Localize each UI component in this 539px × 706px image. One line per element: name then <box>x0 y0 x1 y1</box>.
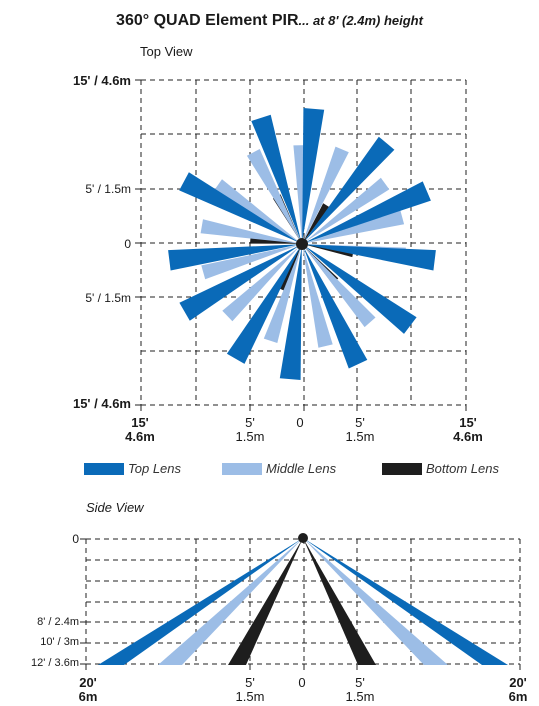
top-x-label-right-near-m: 1.5m <box>345 429 375 444</box>
legend-middle-lens-label: Middle Lens <box>266 461 337 476</box>
top-x-label-left-near: 5' 1.5m <box>222 416 278 444</box>
top-middle-lens-beam-3 <box>263 247 301 343</box>
top-top-lens-beam-1 <box>304 136 395 241</box>
diagram-title: 360° QUAD Element PIR... at 8' (2.4m) he… <box>0 12 539 30</box>
side-x-label-left-far-ft: 20' <box>79 675 97 690</box>
side-x-label-right-near-ft: 5' <box>355 675 365 690</box>
side-x-label-center-ft: 0 <box>298 675 306 690</box>
top-top-lens-beam-5 <box>303 247 368 369</box>
top-x-label-right-far-ft: 15' <box>459 415 477 430</box>
side-view-label: Side View <box>86 500 144 515</box>
side-x-label-center: 0 <box>282 676 322 690</box>
top-top-lens-beam-7 <box>226 247 301 364</box>
top-x-label-right-near: 5' 1.5m <box>332 416 388 444</box>
legend-middle-lens: Middle Lens <box>222 461 336 476</box>
top-view-beams <box>168 108 436 380</box>
side-y-label-10: 10' / 3m <box>40 636 79 648</box>
side-y-label-8: 8' / 2.4m <box>37 616 79 628</box>
side-bottom-lens-left <box>228 538 303 665</box>
top-x-label-right-far: 15' 4.6m <box>440 416 496 444</box>
title-main: 360° QUAD Element PIR <box>116 12 299 29</box>
side-x-label-left-near-ft: 5' <box>245 675 255 690</box>
top-middle-lens-beam-1 <box>304 247 376 328</box>
top-top-lens-beam-0 <box>302 108 325 240</box>
side-x-label-left-near-m: 1.5m <box>235 689 265 704</box>
top-top-lens-beam-6 <box>279 248 302 380</box>
side-x-label-left-far: 20' 6m <box>66 676 110 704</box>
side-x-label-right-near: 5' 1.5m <box>332 676 388 704</box>
top-middle-lens-beam-6 <box>200 219 299 244</box>
top-middle-lens-beam-7 <box>213 179 299 242</box>
top-middle-lens-beam-5 <box>201 245 299 280</box>
legend-top-lens: Top Lens <box>84 461 181 476</box>
top-x-label-right-near-ft: 5' <box>355 415 365 430</box>
legend-top-lens-label: Top Lens <box>128 461 182 476</box>
top-sensor-dot <box>296 238 308 250</box>
top-top-lens-beam-9 <box>168 244 298 271</box>
side-x-label-right-far-ft: 20' <box>509 675 527 690</box>
top-y-label-lower: 5' / 1.5m <box>85 291 131 305</box>
side-x-label-right-far-m: 6m <box>508 689 528 704</box>
top-y-label-center: 0 <box>124 237 131 251</box>
legend-bottom-lens-swatch <box>382 462 422 475</box>
top-x-label-left-far-ft: 15' <box>131 415 149 430</box>
top-middle-lens-beam-2 <box>302 247 333 348</box>
side-middle-lens-left <box>158 538 303 665</box>
top-top-lens-beam-10 <box>179 172 299 243</box>
top-top-lens-beam-11 <box>251 114 301 241</box>
side-sensor-dot <box>298 533 308 543</box>
top-x-label-center-ft: 0 <box>296 415 304 430</box>
top-x-label-right-far-m: 4.6m <box>453 429 483 444</box>
legend-middle-lens-swatch <box>222 462 262 475</box>
side-x-label-left-near: 5' 1.5m <box>222 676 278 704</box>
legend-top-lens-swatch <box>84 462 124 475</box>
top-middle-lens-beam-11 <box>305 177 390 242</box>
top-middle-lens-beam-4 <box>222 246 300 322</box>
top-view-label: Top View <box>140 44 193 59</box>
top-top-lens-beam-8 <box>179 245 299 321</box>
top-y-label-bottom: 15' / 4.6m <box>72 396 131 411</box>
side-top-lens-left <box>98 538 303 665</box>
top-y-label-upper: 5' / 1.5m <box>85 182 131 196</box>
top-top-lens-beam-2 <box>305 181 431 243</box>
side-middle-lens-right <box>303 538 448 665</box>
side-bottom-lens-right <box>303 538 376 665</box>
top-x-label-left-near-ft: 5' <box>245 415 255 430</box>
top-x-label-left-near-m: 1.5m <box>235 429 265 444</box>
legend-bottom-lens-label: Bottom Lens <box>426 461 499 476</box>
side-view-beams <box>98 533 508 665</box>
side-top-lens-right <box>303 538 508 665</box>
top-x-label-left-far-m: 4.6m <box>125 429 155 444</box>
top-middle-lens-beam-12 <box>305 210 405 244</box>
top-x-label-left-far: 15' 4.6m <box>112 416 168 444</box>
side-x-label-right-far: 20' 6m <box>496 676 539 704</box>
top-middle-lens-beam-8 <box>246 149 301 241</box>
top-x-label-center: 0 <box>280 416 320 430</box>
side-view-grid <box>80 538 521 670</box>
top-middle-lens-beam-10 <box>303 146 349 241</box>
side-y-label-12: 12' / 3.6m <box>31 657 79 669</box>
side-y-label-0: 0 <box>72 532 79 546</box>
title-subtitle: ... at 8' (2.4m) height <box>298 13 423 28</box>
top-top-lens-beam-3 <box>306 244 436 271</box>
side-x-label-right-near-m: 1.5m <box>345 689 375 704</box>
top-bottom-lens-beam-5 <box>303 203 330 242</box>
top-y-label-top: 15' / 4.6m <box>72 73 131 88</box>
top-bottom-lens-beam-0 <box>304 244 354 258</box>
top-top-lens-beam-4 <box>305 246 417 334</box>
legend-bottom-lens: Bottom Lens <box>382 461 499 476</box>
side-x-label-left-far-m: 6m <box>78 689 98 704</box>
